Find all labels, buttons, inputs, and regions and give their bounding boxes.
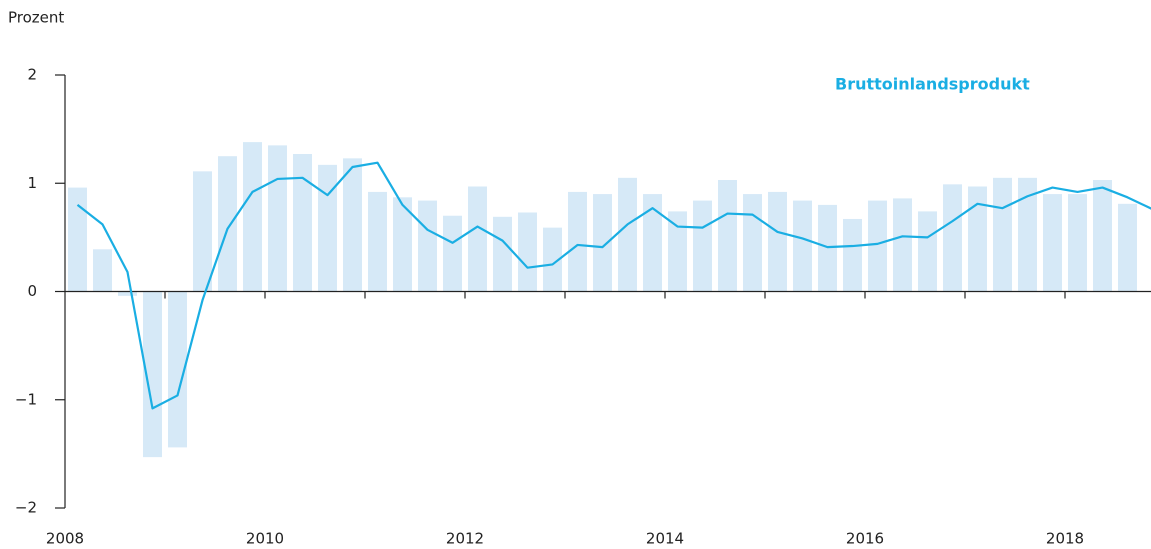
y-tick-label: 0 xyxy=(27,282,37,300)
y-tick-label: −2 xyxy=(15,499,37,517)
legend-label: Bruttoinlandsprodukt xyxy=(835,75,1030,94)
bar xyxy=(168,291,187,448)
bar xyxy=(943,184,962,292)
bar xyxy=(768,191,787,292)
bar xyxy=(868,200,887,292)
y-tick-label: −1 xyxy=(15,390,37,408)
bar xyxy=(1093,180,1112,292)
x-tick-label: 2014 xyxy=(646,530,684,548)
bar xyxy=(993,177,1012,292)
bar xyxy=(1018,177,1037,292)
bar xyxy=(218,156,237,292)
bar xyxy=(843,218,862,292)
bar xyxy=(143,291,162,458)
bar xyxy=(593,194,612,292)
line xyxy=(76,161,1151,410)
bar xyxy=(343,158,362,292)
bar xyxy=(1118,203,1137,292)
bar xyxy=(643,194,662,292)
bar xyxy=(68,187,87,292)
x-tick-label: 2012 xyxy=(446,530,484,548)
bar xyxy=(893,198,912,292)
bar xyxy=(243,142,262,292)
bar xyxy=(1068,194,1087,292)
y-tick-label: 1 xyxy=(27,174,37,192)
bar xyxy=(443,215,462,292)
bar xyxy=(393,197,412,292)
bar xyxy=(543,227,562,292)
bar xyxy=(793,200,812,292)
x-tick-label: 2018 xyxy=(1046,530,1084,548)
bar xyxy=(968,186,987,292)
x-tick-label: 2008 xyxy=(46,530,84,548)
bar xyxy=(468,186,487,292)
bar xyxy=(743,194,762,292)
bar xyxy=(193,171,212,292)
bar xyxy=(493,216,512,292)
y-tick-label: 2 xyxy=(27,66,37,84)
bar xyxy=(518,212,537,292)
x-tick-label: 2016 xyxy=(846,530,884,548)
bar xyxy=(693,200,712,292)
bar xyxy=(718,180,737,292)
bar xyxy=(318,164,337,292)
bar xyxy=(668,211,687,292)
bar xyxy=(618,177,637,292)
x-tick-label: 2010 xyxy=(246,530,284,548)
bar xyxy=(418,200,437,292)
bar xyxy=(118,291,137,296)
y-axis-label: Prozent xyxy=(8,9,64,27)
bar xyxy=(368,191,387,292)
bar xyxy=(293,154,312,292)
bar xyxy=(268,145,287,292)
bar xyxy=(93,249,112,292)
bar xyxy=(918,211,937,292)
bar xyxy=(1043,194,1062,292)
bar xyxy=(568,191,587,292)
